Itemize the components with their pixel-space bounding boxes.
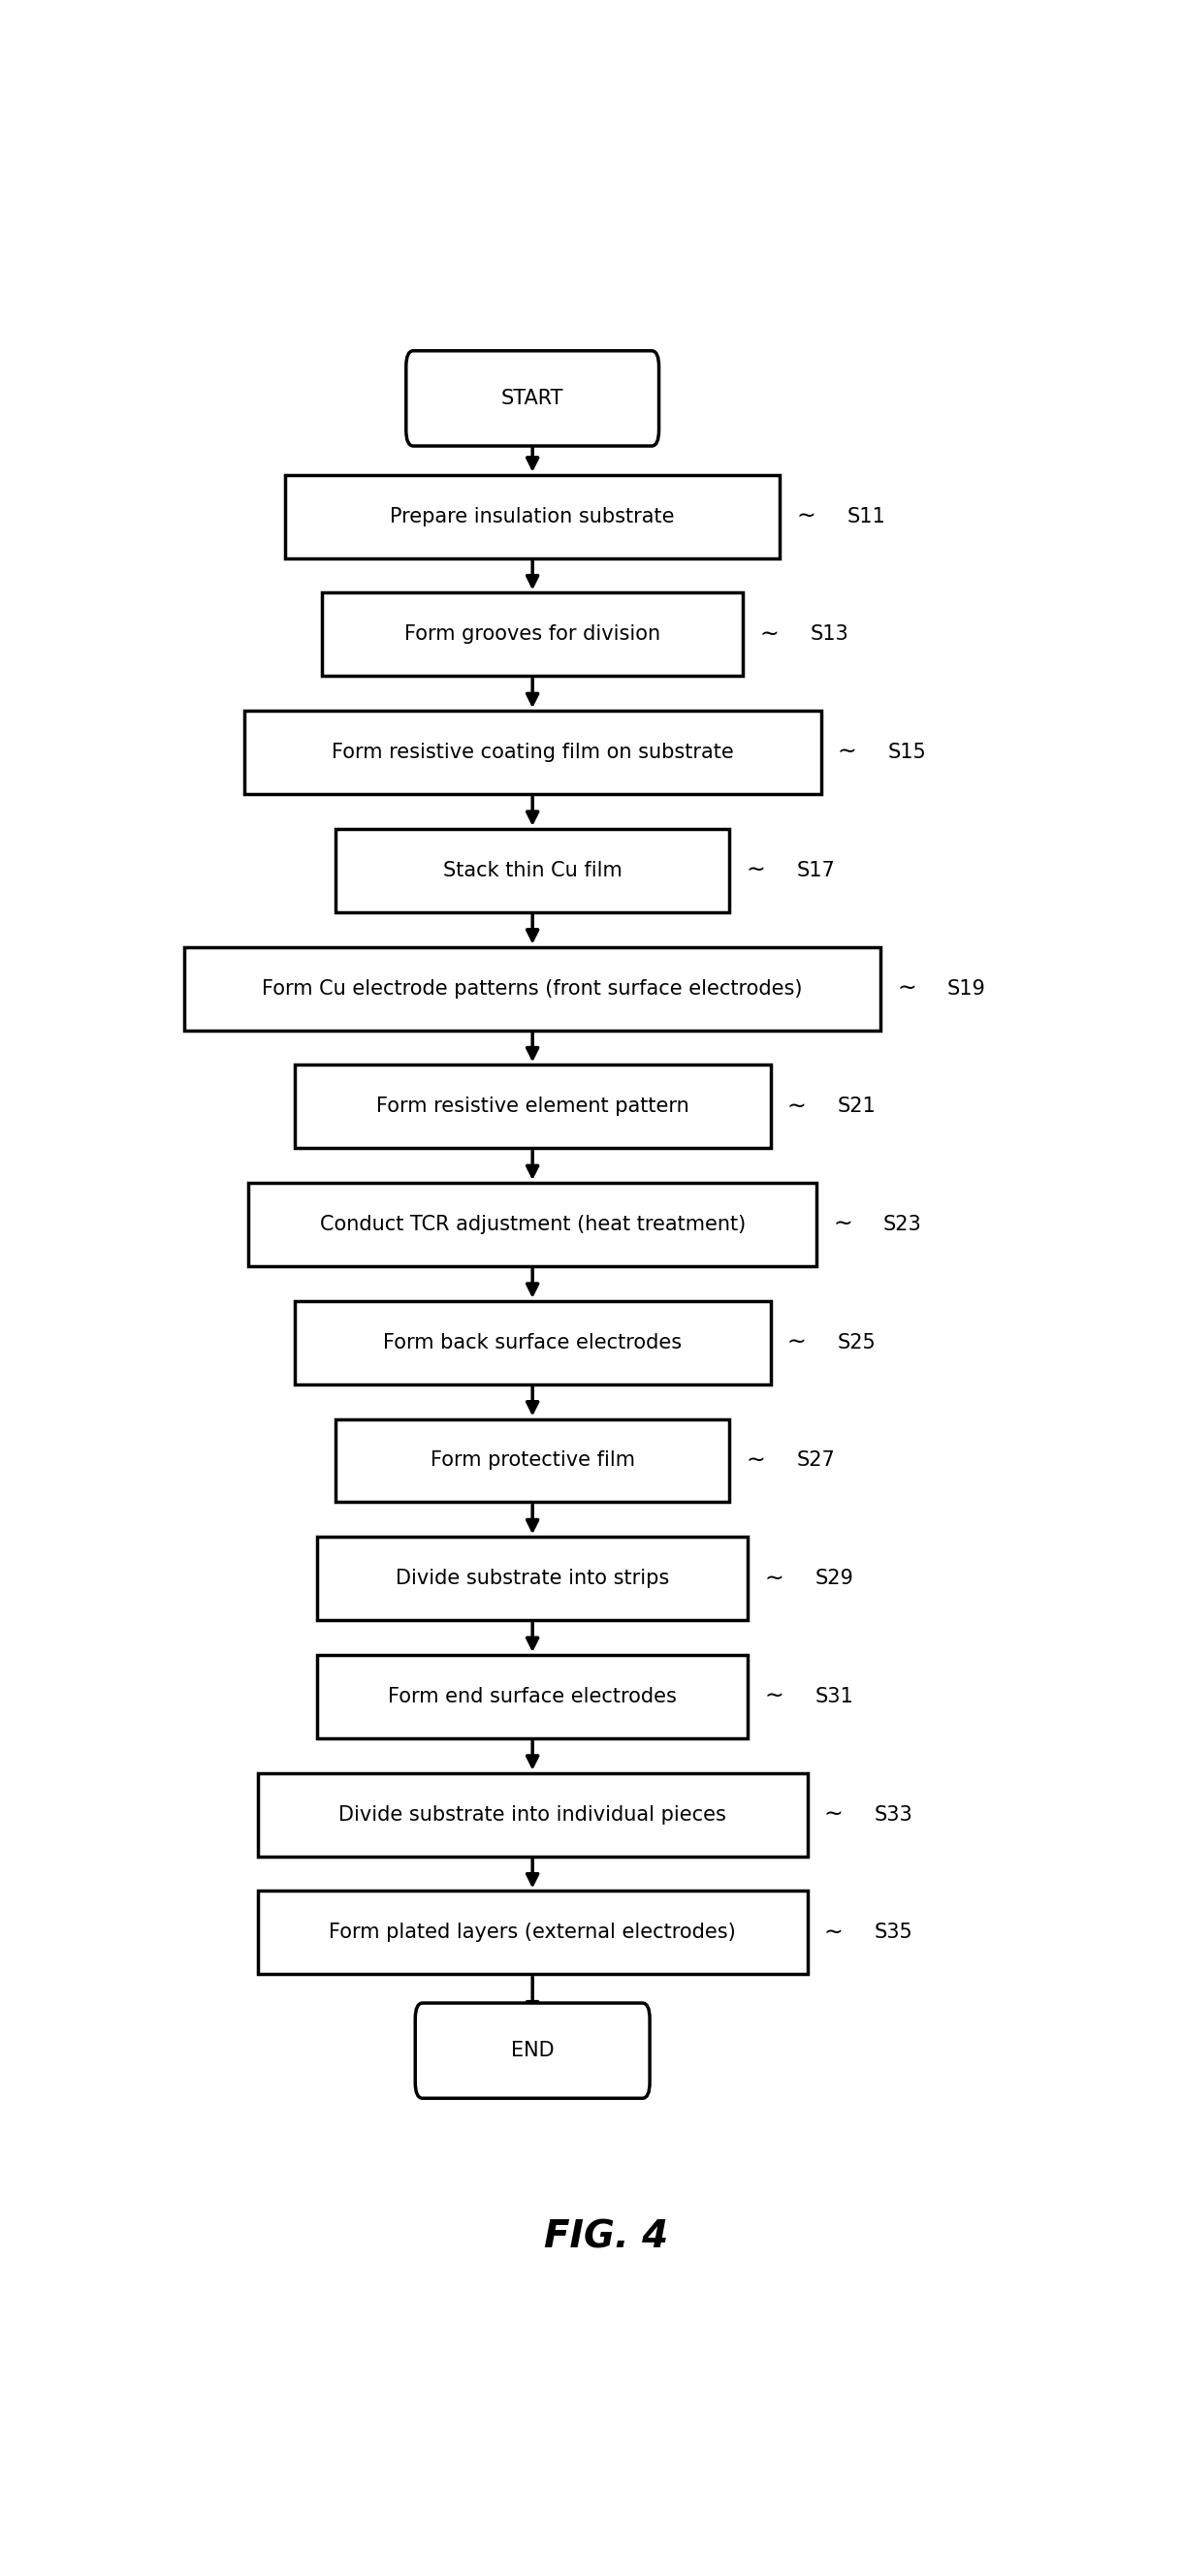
- Bar: [294, 1064, 771, 1149]
- Text: S21: S21: [838, 1097, 876, 1115]
- Text: ∼: ∼: [797, 505, 816, 528]
- Text: ∼: ∼: [765, 1685, 784, 1708]
- Text: S17: S17: [797, 860, 834, 881]
- Text: Form resistive coating film on substrate: Form resistive coating film on substrate: [331, 742, 734, 762]
- Text: FIG. 4: FIG. 4: [544, 2218, 668, 2257]
- Bar: [317, 1654, 748, 1739]
- Text: S11: S11: [846, 507, 885, 526]
- Text: S25: S25: [838, 1332, 876, 1352]
- Bar: [285, 474, 780, 559]
- Text: ∼: ∼: [746, 858, 765, 881]
- Text: Divide substrate into individual pieces: Divide substrate into individual pieces: [338, 1806, 727, 1824]
- Text: ∼: ∼: [838, 742, 857, 765]
- Text: Form back surface electrodes: Form back surface electrodes: [383, 1332, 682, 1352]
- Text: ∼: ∼: [824, 1922, 843, 1945]
- Text: S31: S31: [814, 1687, 853, 1705]
- Text: Form protective film: Form protective film: [430, 1450, 635, 1471]
- Bar: [336, 829, 729, 912]
- Text: Form end surface electrodes: Form end surface electrodes: [388, 1687, 677, 1705]
- Text: ∼: ∼: [787, 1332, 806, 1355]
- Text: S13: S13: [810, 626, 849, 644]
- Text: ∼: ∼: [824, 1803, 843, 1826]
- Text: Form Cu electrode patterns (front surface electrodes): Form Cu electrode patterns (front surfac…: [262, 979, 803, 997]
- Bar: [258, 1772, 807, 1857]
- Bar: [184, 948, 881, 1030]
- Text: Form grooves for division: Form grooves for division: [404, 626, 661, 644]
- Text: S19: S19: [948, 979, 986, 997]
- Text: ∼: ∼: [833, 1213, 852, 1236]
- Bar: [258, 1891, 807, 1973]
- Bar: [243, 711, 821, 793]
- Text: S23: S23: [883, 1216, 922, 1234]
- Text: Prepare insulation substrate: Prepare insulation substrate: [390, 507, 675, 526]
- Text: Divide substrate into strips: Divide substrate into strips: [396, 1569, 669, 1589]
- Bar: [317, 1538, 748, 1620]
- FancyBboxPatch shape: [415, 2004, 650, 2099]
- Bar: [336, 1419, 729, 1502]
- Text: S35: S35: [875, 1922, 913, 1942]
- Text: Form resistive element pattern: Form resistive element pattern: [376, 1097, 689, 1115]
- Text: S15: S15: [888, 742, 927, 762]
- Text: ∼: ∼: [760, 623, 779, 647]
- Bar: [294, 1301, 771, 1383]
- Bar: [248, 1182, 817, 1267]
- FancyBboxPatch shape: [407, 350, 658, 446]
- Text: END: END: [511, 2040, 554, 2061]
- Text: ∼: ∼: [746, 1448, 765, 1473]
- Text: START: START: [501, 389, 564, 407]
- Text: Stack thin Cu film: Stack thin Cu film: [443, 860, 622, 881]
- Text: S27: S27: [797, 1450, 834, 1471]
- Text: Form plated layers (external electrodes): Form plated layers (external electrodes): [329, 1922, 736, 1942]
- Text: ∼: ∼: [787, 1095, 806, 1118]
- Text: ∼: ∼: [765, 1566, 784, 1589]
- Text: ∼: ∼: [897, 976, 916, 999]
- Text: S33: S33: [875, 1806, 913, 1824]
- Bar: [322, 592, 743, 675]
- Text: S29: S29: [814, 1569, 853, 1589]
- Text: Conduct TCR adjustment (heat treatment): Conduct TCR adjustment (heat treatment): [319, 1216, 746, 1234]
